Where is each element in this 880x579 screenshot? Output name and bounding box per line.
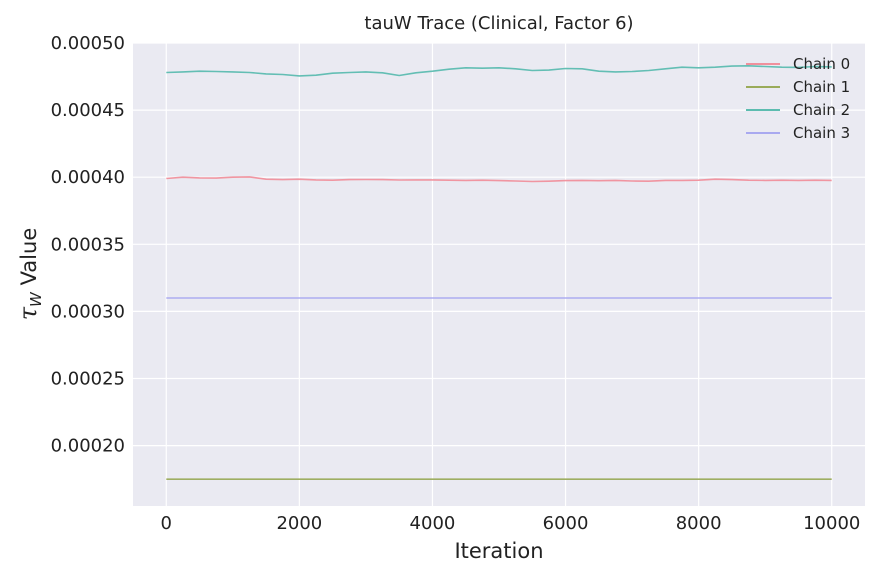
y-tick-label: 0.00040: [51, 167, 125, 188]
x-axis-label: Iteration: [454, 539, 543, 563]
x-tick-label: 10000: [803, 513, 860, 534]
y-tick-labels: 0.00020 0.00025 0.00030 0.00035 0.00040 0.000…: [51, 33, 125, 457]
series-lines: [166, 65, 832, 481]
x-tick-label: 2000: [276, 513, 322, 534]
chart-title: tauW Trace (Clinical, Factor 6): [364, 13, 633, 34]
y-axis-label-symbol: τ: [14, 306, 42, 320]
y-tick-label: 0.00025: [51, 369, 125, 390]
x-tick-labels: 0 2000 4000 6000 8000 10000: [161, 513, 861, 534]
y-tick-label: 0.00030: [51, 301, 125, 322]
x-tick-label: 6000: [543, 513, 589, 534]
y-axis-label: τW Value: [14, 228, 45, 320]
legend: Chain 0 Chain 1 Chain 2 Chain 3: [746, 55, 850, 142]
y-tick-label: 0.00020: [51, 436, 125, 457]
x-tick-label: 8000: [676, 513, 722, 534]
y-axis-label-suffix: Value: [17, 228, 41, 292]
legend-label-chain-1: Chain 1: [793, 78, 850, 96]
legend-label-chain-2: Chain 2: [793, 101, 850, 119]
series-line-chain-0: [166, 176, 832, 183]
y-tick-label: 0.00050: [51, 33, 125, 54]
y-tick-label: 0.00045: [51, 100, 125, 121]
legend-label-chain-3: Chain 3: [793, 124, 850, 142]
x-tick-label: 4000: [410, 513, 456, 534]
plot-background: [133, 43, 865, 506]
series-line-chain-2: [166, 65, 832, 77]
x-tick-label: 0: [161, 513, 172, 534]
legend-label-chain-0: Chain 0: [793, 55, 850, 73]
y-tick-label: 0.00035: [51, 234, 125, 255]
y-axis-label-subscript: W: [27, 291, 45, 307]
